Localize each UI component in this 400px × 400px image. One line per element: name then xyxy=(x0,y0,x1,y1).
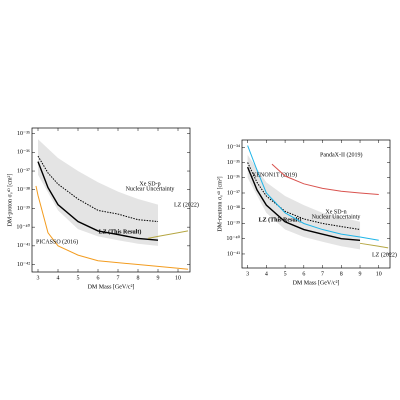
series-line xyxy=(147,230,189,239)
series-label: LZ (2022) xyxy=(174,201,199,208)
y-tick-label: 10⁻³⁷ xyxy=(17,168,30,174)
band-label: Xe SD-p xyxy=(139,181,160,187)
y-axis-label: DM-neutron σ₀ˢᴰ [cm²] xyxy=(217,176,223,231)
series-line xyxy=(247,145,379,241)
x-tick-label: 5 xyxy=(284,271,287,277)
band-label: Nuclear Uncertainty xyxy=(312,214,361,220)
plot-frame xyxy=(31,127,191,273)
y-tick-label: 10⁻³⁵ xyxy=(17,131,30,137)
uncertainty-band xyxy=(38,139,158,246)
series-label: XENON1T (2019) xyxy=(252,171,297,178)
series-line xyxy=(37,155,159,223)
x-tick-label: 5 xyxy=(77,275,80,281)
x-tick-label: 9 xyxy=(359,271,362,277)
x-axis-label: DM Mass [GeV/c²] xyxy=(293,280,340,286)
uncertainty-band xyxy=(247,154,361,250)
x-tick-label: 8 xyxy=(340,271,343,277)
x-axis-label: DM Mass [GeV/c²] xyxy=(88,284,135,290)
y-tick-label: 10⁻⁴¹ xyxy=(17,243,30,249)
y-tick-label: 10⁻³⁶ xyxy=(17,150,30,156)
y-tick-label: 10⁻⁴⁰ xyxy=(16,224,30,231)
series-line xyxy=(247,162,361,231)
y-tick-label: 10⁻³⁹ xyxy=(227,221,240,227)
series-label: LZ (This Result) xyxy=(259,216,302,223)
x-tick-label: 10 xyxy=(376,271,382,277)
x-tick-label: 9 xyxy=(157,275,160,281)
y-tick-label: 10⁻³⁷ xyxy=(227,190,240,196)
x-tick-label: 6 xyxy=(302,271,305,277)
plot-frame xyxy=(241,139,391,269)
series-label: LZ (This Result) xyxy=(99,228,142,235)
y-tick-label: 10⁻³⁶ xyxy=(227,175,240,181)
y-tick-label: 10⁻⁴² xyxy=(17,262,30,268)
x-tick-label: 3 xyxy=(246,271,249,277)
series-line xyxy=(37,161,159,241)
y-tick-label: 10⁻⁴¹ xyxy=(227,251,240,257)
band-label: Nuclear Uncertainty xyxy=(126,186,175,192)
x-tick-label: 3 xyxy=(37,275,40,281)
x-tick-label: 4 xyxy=(265,271,268,277)
series-label: PICASSO (2016) xyxy=(36,238,78,245)
x-tick-label: 7 xyxy=(117,275,120,281)
x-tick-label: 4 xyxy=(57,275,60,281)
x-tick-label: 6 xyxy=(97,275,100,281)
x-tick-label: 8 xyxy=(137,275,140,281)
y-tick-label: 10⁻³⁵ xyxy=(227,160,240,166)
x-tick-label: 10 xyxy=(175,275,181,281)
series-line xyxy=(35,185,189,270)
y-tick-label: 10⁻³⁹ xyxy=(17,206,30,212)
y-axis-label: DM-proton σ₀ˢᴰ [cm²] xyxy=(7,174,13,227)
y-tick-label: 10⁻³⁸ xyxy=(17,187,30,193)
series-label: PandaX-II (2019) xyxy=(320,151,363,158)
series-line xyxy=(271,163,379,196)
x-tick-label: 7 xyxy=(321,271,324,277)
y-tick-label: 10⁻³⁸ xyxy=(227,206,240,212)
y-tick-label: 10⁻⁴⁰ xyxy=(226,235,240,242)
series-line xyxy=(359,242,389,249)
band-label: Xe SD-n xyxy=(325,209,346,215)
series-line xyxy=(246,166,361,241)
series-label: LZ (2022) xyxy=(372,251,397,258)
y-tick-label: 10⁻³⁴ xyxy=(227,145,240,151)
